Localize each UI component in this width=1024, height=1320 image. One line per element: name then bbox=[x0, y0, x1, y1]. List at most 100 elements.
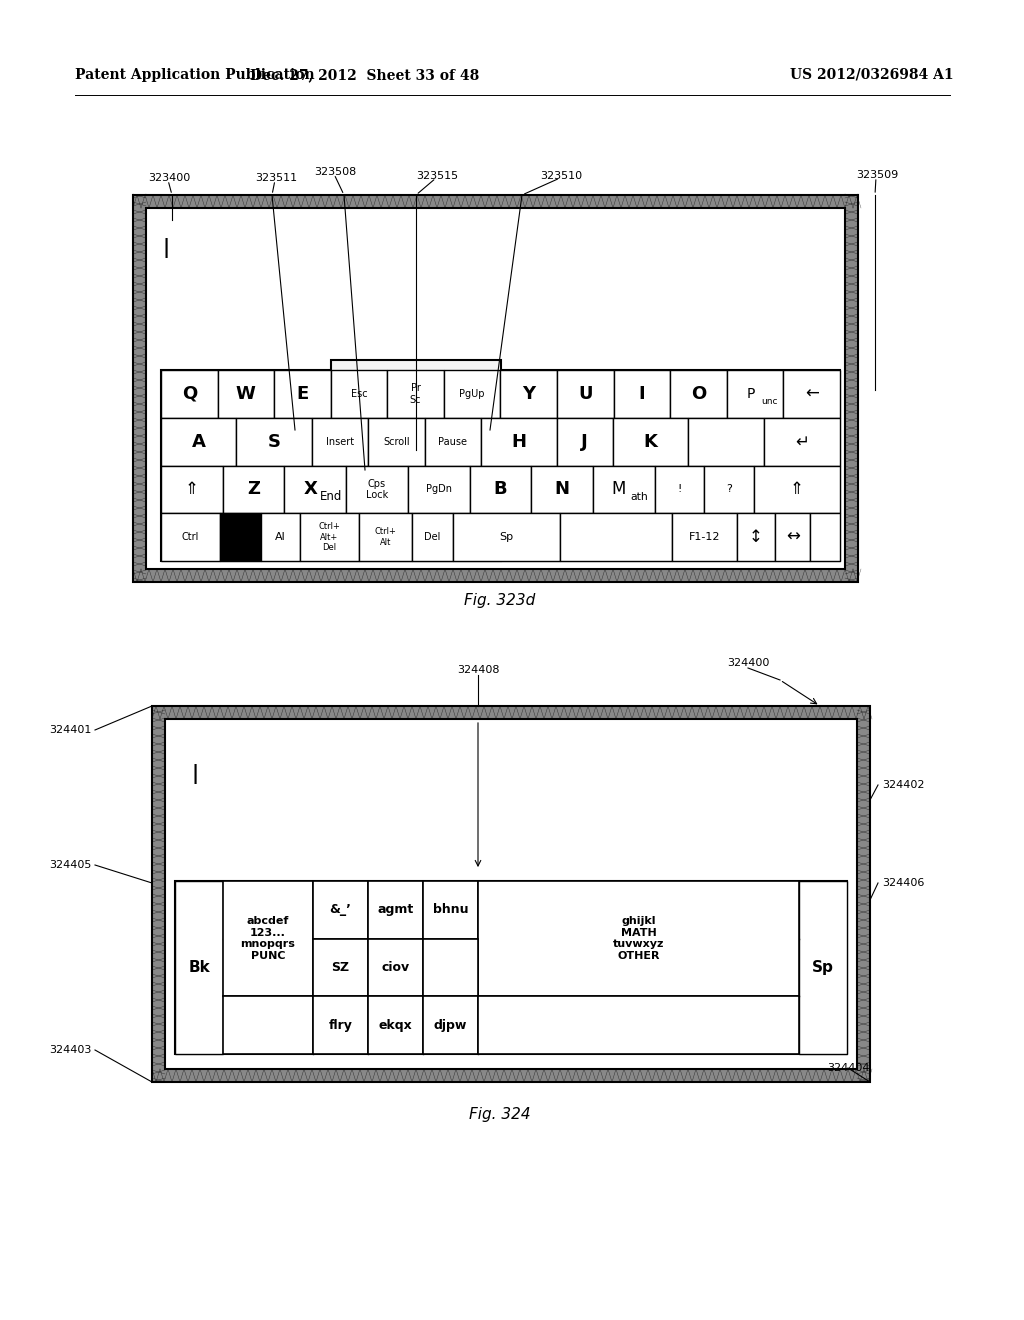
Text: 324406: 324406 bbox=[882, 878, 925, 888]
Text: M: M bbox=[611, 480, 627, 499]
Text: Q: Q bbox=[181, 385, 197, 403]
Text: X: X bbox=[303, 480, 317, 499]
Text: 324404: 324404 bbox=[826, 1063, 869, 1073]
Text: End: End bbox=[319, 490, 342, 503]
Bar bbox=[175, 880, 223, 1053]
Text: Sp: Sp bbox=[812, 960, 834, 975]
Bar bbox=[346, 466, 408, 513]
Bar bbox=[313, 997, 368, 1053]
Text: 324402: 324402 bbox=[882, 780, 925, 789]
Bar bbox=[613, 417, 688, 466]
Bar bbox=[799, 880, 847, 1053]
Bar bbox=[705, 466, 754, 513]
Text: Ctrl: Ctrl bbox=[182, 532, 200, 543]
Text: &_’: &_’ bbox=[330, 903, 351, 916]
Text: 324403: 324403 bbox=[49, 1045, 92, 1055]
Bar bbox=[311, 417, 368, 466]
Text: Ctrl+
Alt: Ctrl+ Alt bbox=[375, 528, 396, 546]
Bar bbox=[736, 513, 775, 561]
Bar bbox=[423, 880, 478, 939]
Text: Z: Z bbox=[247, 480, 260, 499]
Bar bbox=[237, 417, 311, 466]
Bar bbox=[559, 513, 672, 561]
Text: 324408: 324408 bbox=[457, 665, 500, 675]
Text: I: I bbox=[639, 385, 645, 403]
Bar bbox=[454, 513, 559, 561]
Text: Cps
Lock: Cps Lock bbox=[366, 479, 388, 500]
Bar bbox=[175, 880, 847, 1053]
Bar bbox=[727, 370, 783, 417]
Text: djpw: djpw bbox=[434, 1019, 467, 1032]
Text: B: B bbox=[494, 480, 507, 499]
Bar bbox=[412, 513, 454, 561]
Bar bbox=[223, 997, 313, 1053]
Text: ↵: ↵ bbox=[795, 433, 809, 450]
Bar bbox=[161, 513, 220, 561]
Bar bbox=[783, 370, 840, 417]
Bar bbox=[775, 513, 810, 561]
Bar bbox=[358, 513, 412, 561]
Text: Dec. 27, 2012  Sheet 33 of 48: Dec. 27, 2012 Sheet 33 of 48 bbox=[251, 69, 479, 82]
Text: Fig. 323d: Fig. 323d bbox=[464, 593, 536, 607]
Bar bbox=[387, 370, 444, 417]
Text: J: J bbox=[582, 433, 588, 450]
Text: Pause: Pause bbox=[438, 437, 468, 446]
Text: Fig. 324: Fig. 324 bbox=[469, 1107, 530, 1122]
Text: PgUp: PgUp bbox=[460, 389, 485, 399]
Text: Sp: Sp bbox=[500, 532, 513, 543]
Bar bbox=[220, 513, 261, 561]
Bar bbox=[671, 370, 727, 417]
Text: Al: Al bbox=[275, 532, 286, 543]
Text: 324401: 324401 bbox=[49, 725, 92, 735]
Text: Ctrl+
Alt+
Del: Ctrl+ Alt+ Del bbox=[318, 523, 340, 552]
Bar bbox=[470, 466, 531, 513]
Bar bbox=[810, 513, 840, 561]
Text: agmt: agmt bbox=[378, 903, 414, 916]
Bar bbox=[217, 370, 274, 417]
Bar bbox=[688, 417, 764, 466]
Text: ciov: ciov bbox=[381, 961, 410, 974]
Text: F1-12: F1-12 bbox=[688, 532, 720, 543]
Bar bbox=[223, 466, 285, 513]
Text: U: U bbox=[579, 385, 593, 403]
Text: Scroll: Scroll bbox=[383, 437, 410, 446]
Text: 324400: 324400 bbox=[727, 657, 769, 668]
Bar bbox=[654, 466, 705, 513]
Bar bbox=[331, 370, 387, 417]
Bar bbox=[556, 417, 613, 466]
Bar bbox=[593, 466, 654, 513]
Text: W: W bbox=[236, 385, 256, 403]
Text: 323515: 323515 bbox=[416, 172, 458, 181]
Text: ath: ath bbox=[631, 491, 648, 502]
Bar bbox=[261, 513, 300, 561]
Text: ⇑: ⇑ bbox=[185, 480, 199, 499]
Bar bbox=[161, 466, 223, 513]
Bar bbox=[161, 370, 217, 417]
Text: US 2012/0326984 A1: US 2012/0326984 A1 bbox=[790, 69, 953, 82]
Text: unc: unc bbox=[761, 396, 777, 405]
Text: Bk: Bk bbox=[188, 960, 210, 975]
Bar bbox=[531, 466, 593, 513]
Bar bbox=[425, 417, 481, 466]
Text: |: | bbox=[191, 764, 199, 784]
Text: Pr
Sc: Pr Sc bbox=[410, 383, 421, 405]
Text: Y: Y bbox=[522, 385, 536, 403]
Bar bbox=[408, 466, 470, 513]
Text: abcdef
123...
mnopqrs
PUNC: abcdef 123... mnopqrs PUNC bbox=[241, 916, 296, 961]
Bar bbox=[223, 880, 313, 997]
Bar bbox=[613, 370, 671, 417]
Bar bbox=[313, 880, 368, 939]
Bar bbox=[300, 513, 358, 561]
Text: 323509: 323509 bbox=[856, 170, 898, 180]
Text: ghijkl
MATH
tuvwxyz
OTHER: ghijkl MATH tuvwxyz OTHER bbox=[612, 916, 665, 961]
Text: bhnu: bhnu bbox=[433, 903, 468, 916]
Text: ←: ← bbox=[805, 385, 818, 403]
Text: E: E bbox=[296, 385, 308, 403]
Bar bbox=[478, 880, 799, 997]
Text: A: A bbox=[191, 433, 206, 450]
Text: 323510: 323510 bbox=[540, 172, 582, 181]
Bar bbox=[161, 417, 237, 466]
Text: 324405: 324405 bbox=[49, 861, 92, 870]
Text: S: S bbox=[267, 433, 281, 450]
Text: 323400: 323400 bbox=[148, 173, 190, 183]
